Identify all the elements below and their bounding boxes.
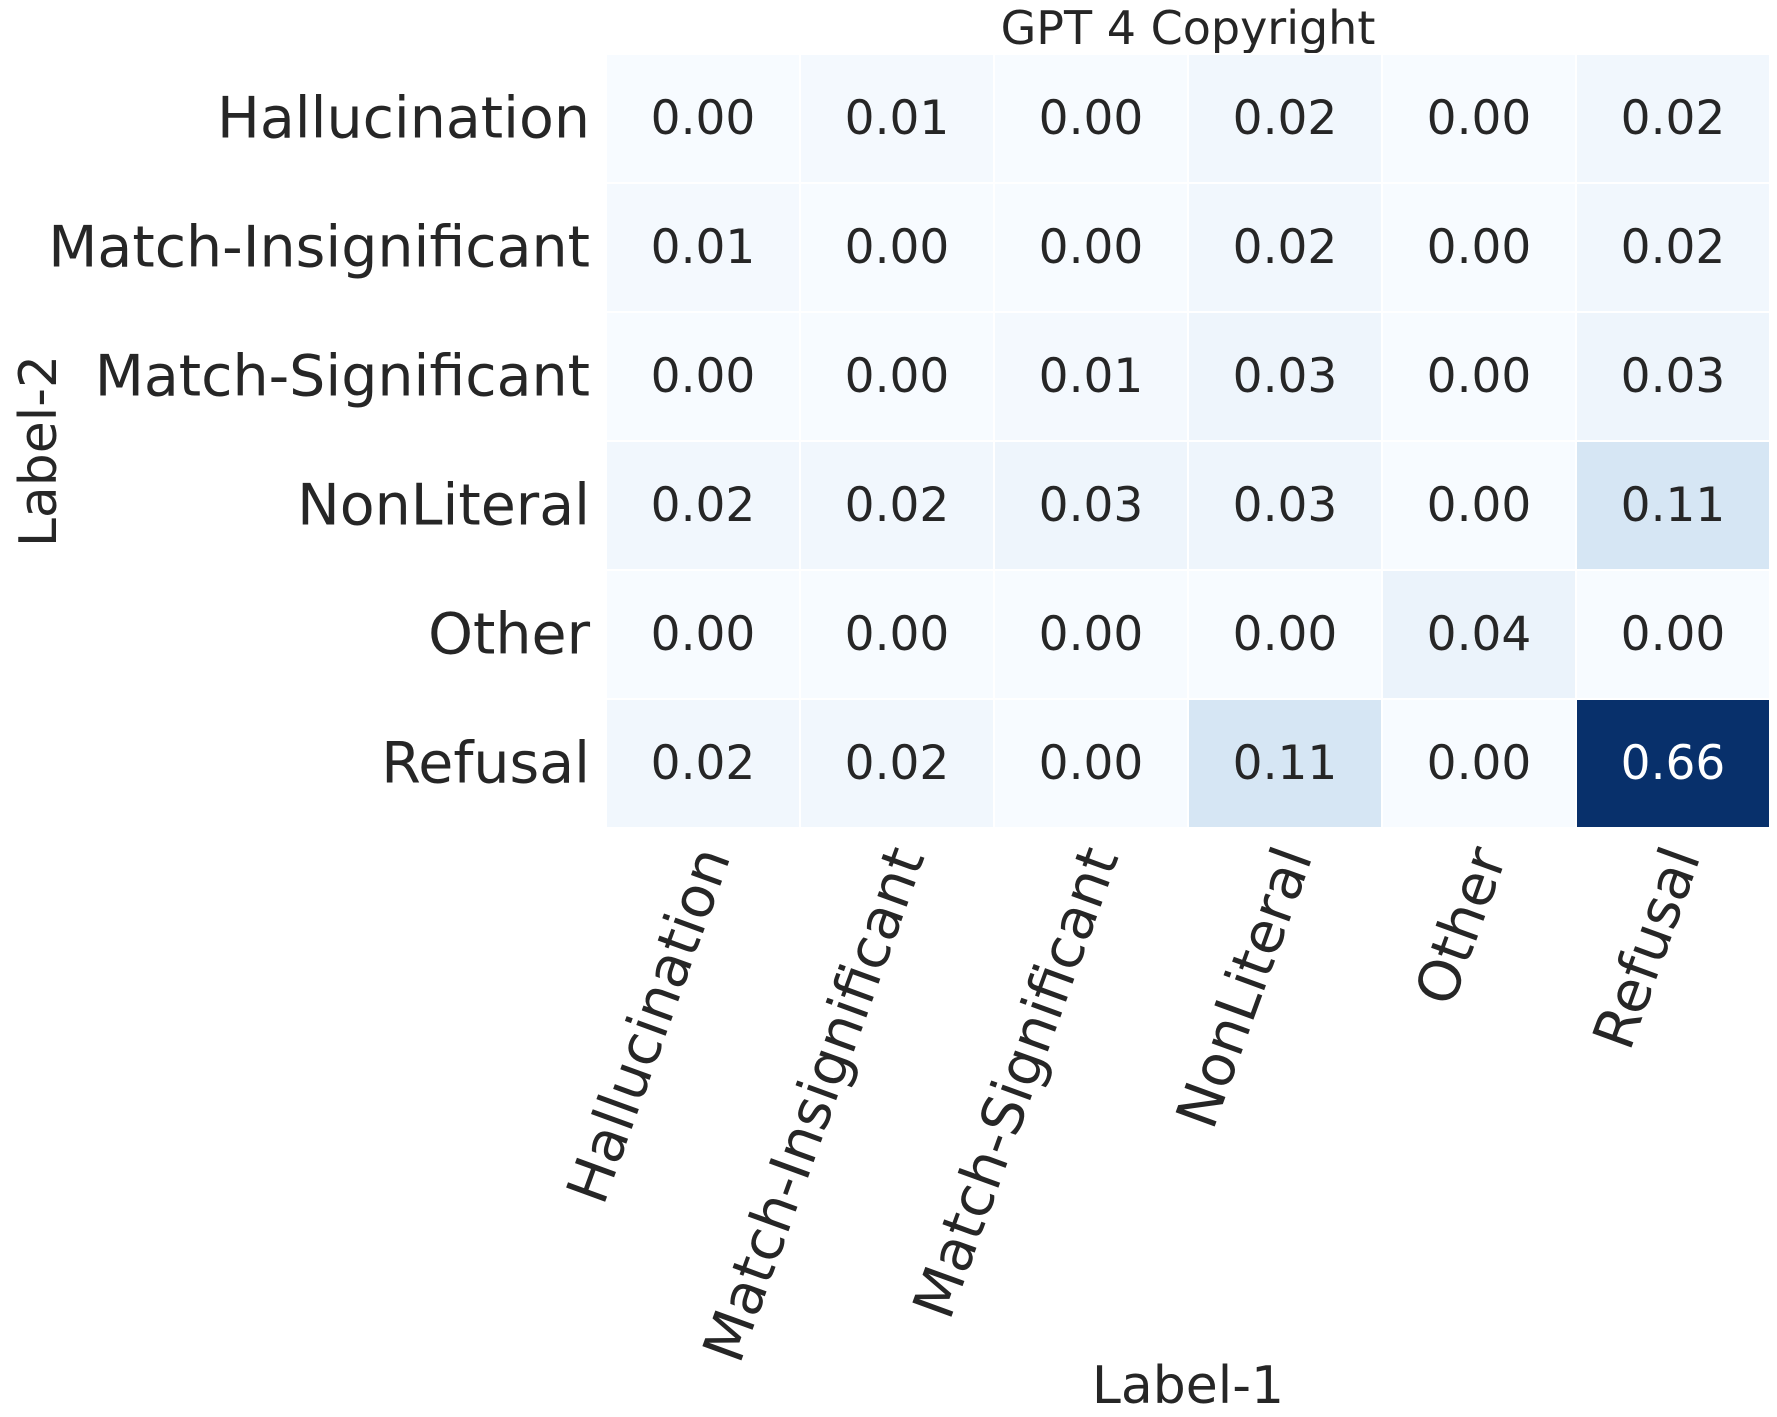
heatmap-cell: [799, 53, 995, 184]
heatmap-cell: [1187, 53, 1383, 184]
heatmap-cell: [1187, 440, 1383, 571]
heatmap-cell-value: 0.66: [1621, 736, 1726, 791]
heatmap-cell-value: 0.03: [1233, 349, 1338, 404]
heatmap-cell-value: 0.00: [1427, 349, 1532, 404]
heatmap-cell: [799, 311, 995, 442]
heatmap-cell: [1381, 698, 1577, 829]
heatmap-cell-value: 0.00: [1039, 736, 1144, 791]
heatmap-cell-value: 0.01: [845, 91, 950, 146]
heatmap-cell: [1575, 311, 1771, 442]
x-axis-label: Label-1: [1092, 1356, 1284, 1416]
heatmap-cell-value: 0.00: [1621, 607, 1726, 662]
heatmap-cell: [1381, 569, 1577, 700]
heatmap-cell: [605, 311, 801, 442]
heatmap-cell-value: 0.00: [1427, 736, 1532, 791]
heatmap-cell: [605, 698, 801, 829]
heatmap-cell-value: 0.02: [651, 736, 756, 791]
heatmap-cell: [1187, 698, 1383, 829]
heatmap-cell-value: 0.00: [1427, 478, 1532, 533]
heatmap-cell: [799, 440, 995, 571]
heatmap-cell-value: 0.02: [651, 478, 756, 533]
heatmap-cell-value: 0.00: [845, 349, 950, 404]
heatmap-cell-value: 0.02: [1621, 220, 1726, 275]
heatmap-cell-value: 0.00: [651, 349, 756, 404]
heatmap-cells: [605, 53, 1771, 829]
heatmap-cell-labels: 0.00 0.01 0.00 0.02 0.00 0.02 0.01 0.00 0.00 0.02…: [651, 91, 1726, 791]
heatmap-cell-value: 0.00: [651, 91, 756, 146]
heatmap-cell-value: 0.00: [845, 220, 950, 275]
y-tick-label: Refusal: [381, 731, 590, 797]
heatmap-cell-value: 0.02: [1621, 91, 1726, 146]
heatmap-cell-value: 0.00: [1039, 607, 1144, 662]
y-tick-label: NonLiteral: [297, 473, 590, 539]
heatmap-cell-value: 0.00: [1039, 220, 1144, 275]
y-tick-label: Other: [428, 602, 590, 668]
heatmap-cell-value: 0.02: [845, 478, 950, 533]
heatmap-cell-value: 0.01: [651, 220, 756, 275]
heatmap-cell-value: 0.02: [845, 736, 950, 791]
heatmap-cell-value: 0.04: [1427, 607, 1532, 662]
y-tick-label: Match-Insignificant: [48, 215, 590, 281]
heatmap-cell: [1381, 440, 1577, 571]
heatmap-cell-value: 0.11: [1233, 736, 1338, 791]
x-tick-label: NonLiteral: [1164, 839, 1326, 1137]
x-tick-label: Match-Insignificant: [691, 839, 938, 1371]
heatmap-cell-value: 0.00: [651, 607, 756, 662]
heatmap-cell: [799, 182, 995, 313]
x-tick-label: Refusal: [1581, 839, 1714, 1058]
heatmap-cell: [993, 569, 1189, 700]
heatmap-cell-value: 0.03: [1039, 478, 1144, 533]
heatmap-cell-value: 0.03: [1233, 478, 1338, 533]
x-axis-tick-labels: HallucinationMatch-InsignificantMatch-Si…: [554, 838, 1714, 1370]
heatmap-cell-value: 0.02: [1233, 91, 1338, 146]
heatmap-cell: [1575, 53, 1771, 184]
x-tick-label: Match-Significant: [901, 839, 1132, 1327]
heatmap-cell: [1187, 311, 1383, 442]
heatmap-cell: [605, 569, 801, 700]
heatmap-cell: [993, 53, 1189, 184]
y-tick-label: Hallucination: [217, 86, 590, 152]
heatmap-cell-value: 0.03: [1621, 349, 1726, 404]
heatmap-cell: [993, 440, 1189, 571]
heatmap-cell: [1381, 311, 1577, 442]
chart-title: GPT 4 Copyright: [1001, 1, 1376, 55]
heatmap-cell: [1187, 569, 1383, 700]
heatmap-cell: [605, 440, 801, 571]
y-axis-label: Label-2: [9, 355, 69, 547]
y-tick-label: Match-Significant: [95, 344, 590, 410]
heatmap-cell-value: 0.00: [1427, 91, 1532, 146]
heatmap-cell: [1575, 440, 1771, 571]
heatmap-cell: [1575, 698, 1771, 829]
heatmap-cell: [1381, 53, 1577, 184]
heatmap-cell-value: 0.02: [1233, 220, 1338, 275]
y-axis-tick-labels: Hallucination Match-Insignificant Match-Si…: [48, 86, 590, 797]
x-tick-label: Other: [1403, 838, 1521, 1013]
heatmap-cell-value: 0.11: [1621, 478, 1726, 533]
heatmap-cell: [1187, 182, 1383, 313]
heatmap-cell: [605, 53, 801, 184]
heatmap-cell: [1575, 182, 1771, 313]
heatmap-cell-value: 0.01: [1039, 349, 1144, 404]
heatmap-cell-value: 0.00: [1233, 607, 1338, 662]
heatmap-cell-value: 0.00: [845, 607, 950, 662]
heatmap-cell: [1575, 569, 1771, 700]
heatmap-cell-value: 0.00: [1427, 220, 1532, 275]
x-tick-label: Hallucination: [554, 839, 744, 1212]
heatmap-cell-value: 0.00: [1039, 91, 1144, 146]
